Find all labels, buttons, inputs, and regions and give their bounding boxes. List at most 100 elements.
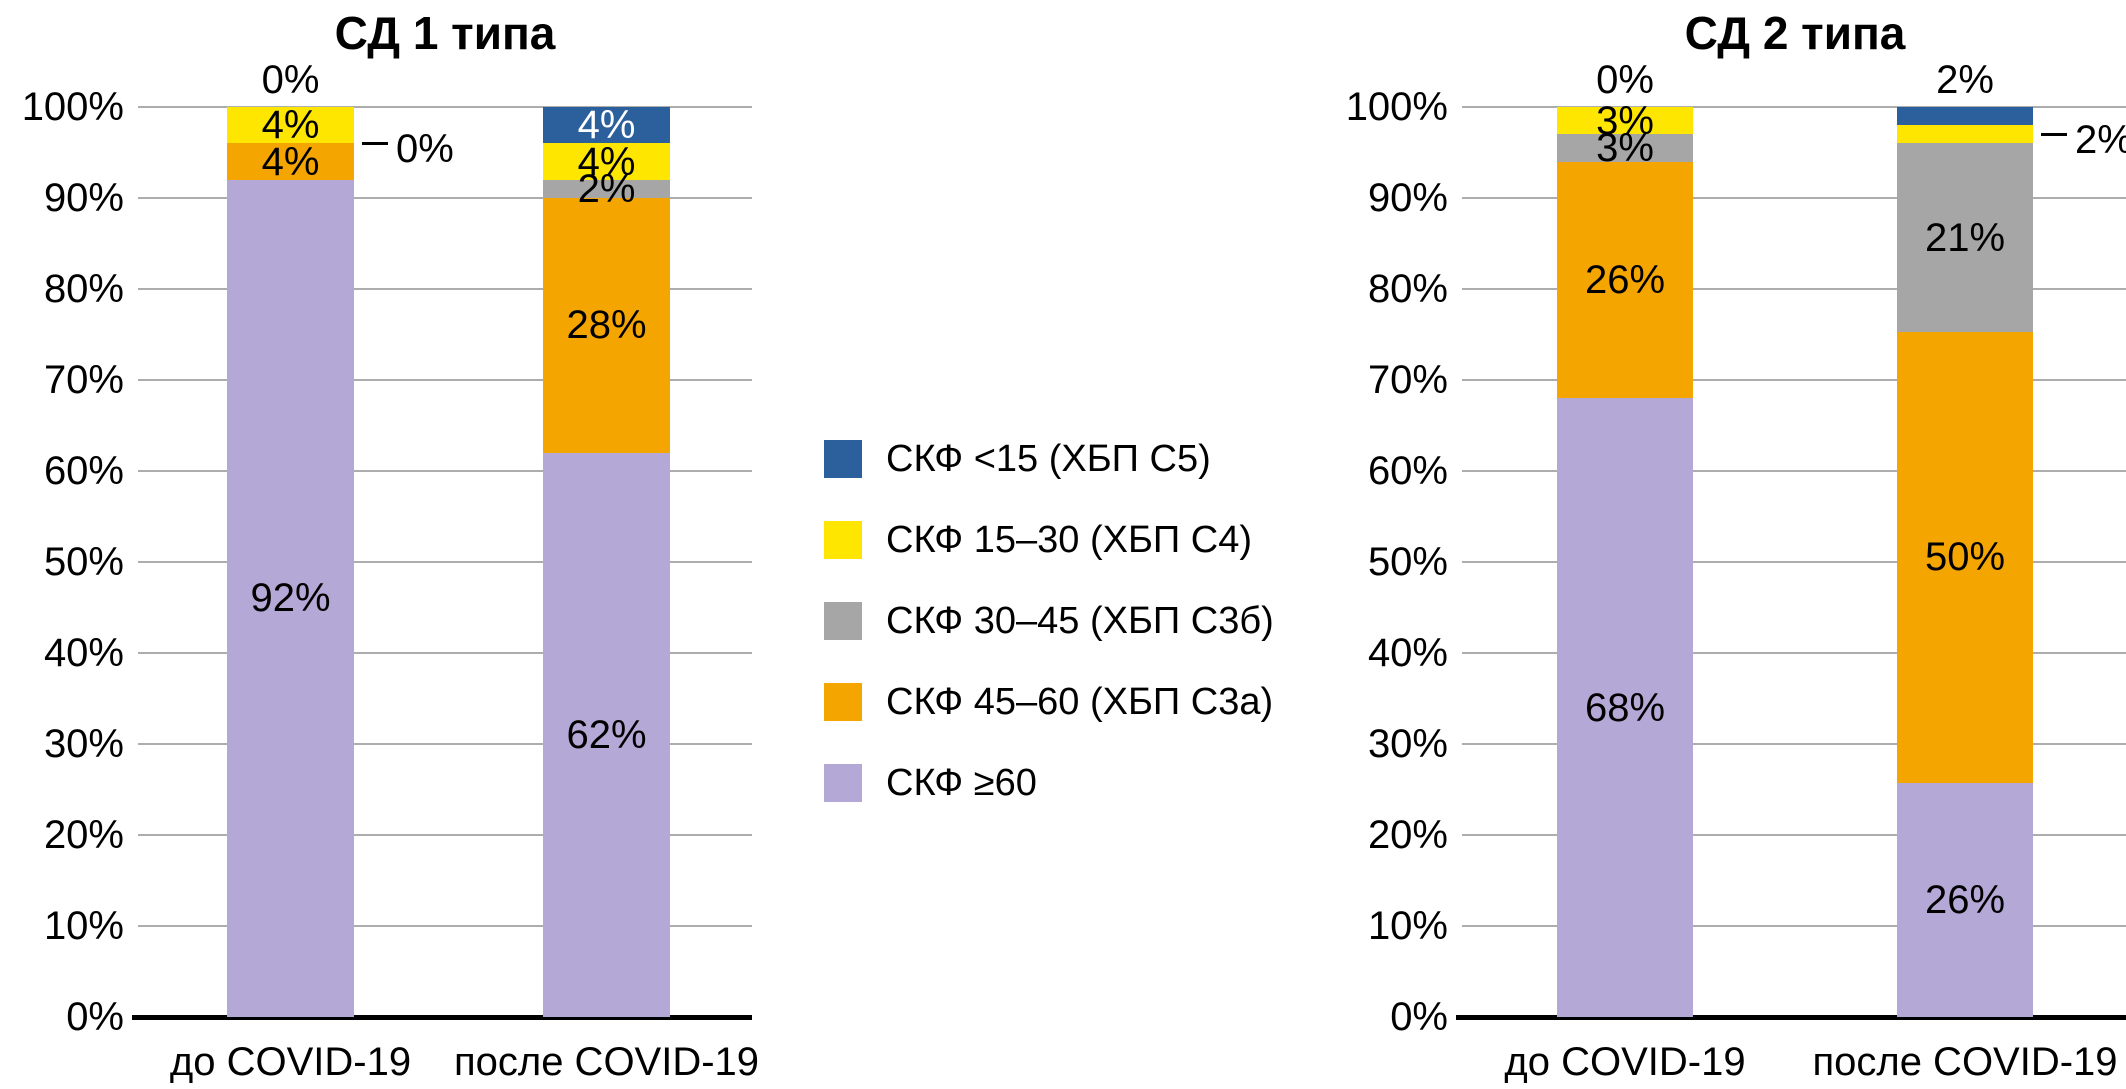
gridline xyxy=(1462,743,2126,745)
gridline xyxy=(1462,925,2126,927)
above-bar-label: 0% xyxy=(1596,58,1654,102)
legend-swatch-yellow-icon xyxy=(824,521,862,559)
category-label: после COVID-19 xyxy=(453,1040,760,1084)
y-tick-label: 30% xyxy=(43,722,124,766)
legend-swatch-gray-icon xyxy=(824,602,862,640)
segment-label: 28% xyxy=(566,303,647,348)
legend-item-ckd-c4: СКФ 15–30 (ХБП С4) xyxy=(824,521,1252,559)
segment-label: 3% xyxy=(1596,98,1654,143)
bar-segment xyxy=(1897,107,2033,126)
bar-segment xyxy=(1897,143,2033,333)
y-tick-label: 80% xyxy=(1367,267,1448,311)
gridline xyxy=(138,743,752,745)
bar-segment xyxy=(1897,332,2033,783)
legend-swatch-orange-icon xyxy=(824,683,862,721)
y-tick-label: 30% xyxy=(1367,722,1448,766)
segment-label: 21% xyxy=(1924,215,2006,260)
callout-label: 0% xyxy=(396,127,454,172)
y-tick-label: 10% xyxy=(1367,904,1448,948)
gridline xyxy=(138,379,752,381)
bar-segment xyxy=(1557,134,1693,162)
gridline xyxy=(138,288,752,290)
gridline xyxy=(138,834,752,836)
segment-label: 4% xyxy=(261,139,320,184)
y-tick-label: 50% xyxy=(43,540,124,584)
gridline xyxy=(1462,652,2126,654)
y-tick-label: 0% xyxy=(1390,995,1448,1039)
segment-label: 2% xyxy=(577,166,636,211)
gridline xyxy=(138,652,752,654)
legend-item-gfr-ge60: СКФ ≥60 xyxy=(824,764,1037,802)
category-label: до COVID-19 xyxy=(169,1040,412,1084)
gridline xyxy=(138,561,752,563)
gridline xyxy=(1462,834,2126,836)
gridline xyxy=(138,470,752,472)
segment-label: 68% xyxy=(1584,685,1666,730)
bar-segment xyxy=(1897,125,2033,144)
y-tick-label: 90% xyxy=(43,176,124,220)
bar-segment xyxy=(227,179,354,1017)
bar-segment xyxy=(543,452,670,1017)
legend-label: СКФ <15 (ХБП С5) xyxy=(886,438,1211,480)
legend-item-ckd-c3b: СКФ 30–45 (ХБП С3б) xyxy=(824,602,1274,640)
gridline xyxy=(138,106,752,108)
above-bar-label: 2% xyxy=(1936,58,1994,102)
y-tick-label: 40% xyxy=(1367,631,1448,675)
y-tick-label: 0% xyxy=(66,995,124,1039)
segment-label: 4% xyxy=(577,103,636,148)
y-tick-label: 20% xyxy=(43,813,124,857)
segment-label: 26% xyxy=(1924,877,2006,922)
legend-label: СКФ 30–45 (ХБП С3б) xyxy=(886,600,1274,642)
bar-segment xyxy=(227,107,354,144)
bar-segment xyxy=(543,143,670,180)
legend-label: СКФ 15–30 (ХБП С4) xyxy=(886,519,1252,561)
bar-segment xyxy=(543,179,670,198)
x-axis-line xyxy=(1456,1015,2126,1020)
bar-segment xyxy=(1557,398,1693,1017)
segment-label: 26% xyxy=(1584,257,1666,302)
category-label: до COVID-19 xyxy=(1504,1040,1746,1084)
bar-segment xyxy=(543,198,670,453)
above-bar-label: 0% xyxy=(261,58,320,102)
callout-line xyxy=(2041,133,2067,137)
y-tick-label: 20% xyxy=(1367,813,1448,857)
y-tick-label: 70% xyxy=(43,358,124,402)
segment-label: 50% xyxy=(1924,535,2006,580)
y-tick-label: 40% xyxy=(43,631,124,675)
y-tick-label: 70% xyxy=(1367,358,1448,402)
y-tick-label: 60% xyxy=(43,449,124,493)
bar-segment xyxy=(1557,161,1693,399)
gridline xyxy=(1462,470,2126,472)
y-tick-label: 100% xyxy=(1345,85,1448,129)
legend-swatch-purple-icon xyxy=(824,764,862,802)
legend-label: СКФ 45–60 (ХБП С3а) xyxy=(886,681,1274,723)
x-axis-line xyxy=(132,1015,752,1020)
bar-segment xyxy=(1897,782,2033,1017)
category-label: после COVID-19 xyxy=(1812,1040,2118,1084)
gridline xyxy=(138,925,752,927)
gridline xyxy=(1462,197,2126,199)
y-tick-label: 80% xyxy=(43,267,124,311)
gridline xyxy=(1462,379,2126,381)
chart-title-sd2: СД 2 типа xyxy=(1684,7,1906,59)
bar-segment xyxy=(1557,107,1693,135)
legend-item-ckd-c3a: СКФ 45–60 (ХБП С3а) xyxy=(824,683,1273,721)
segment-label: 92% xyxy=(250,576,331,621)
gridline xyxy=(1462,288,2126,290)
y-tick-label: 90% xyxy=(1367,176,1448,220)
segment-label: 4% xyxy=(261,103,320,148)
callout-line xyxy=(362,142,388,146)
y-tick-label: 60% xyxy=(1367,449,1448,493)
bar-segment xyxy=(543,107,670,144)
legend-label: СКФ ≥60 xyxy=(886,762,1037,804)
segment-label: 3% xyxy=(1596,125,1654,170)
bar-segment xyxy=(227,143,354,180)
segment-label: 4% xyxy=(577,139,636,184)
gridline xyxy=(1462,561,2126,563)
gridline xyxy=(1462,106,2126,108)
y-tick-label: 100% xyxy=(21,85,124,129)
legend-item-ckd-c5: СКФ <15 (ХБП С5) xyxy=(824,440,1211,478)
callout-label: 2% xyxy=(2075,118,2126,163)
y-tick-label: 50% xyxy=(1367,540,1448,584)
